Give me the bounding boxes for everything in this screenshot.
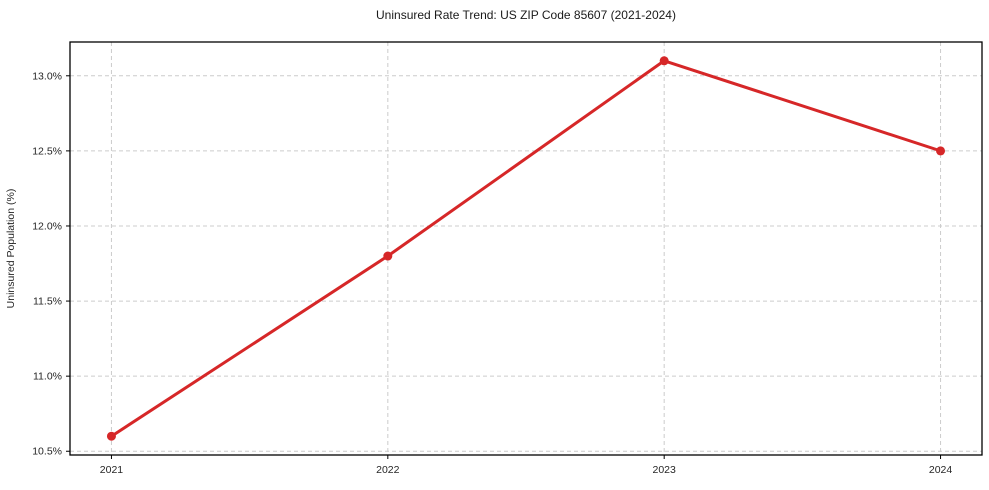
plot-border [69, 41, 983, 456]
data-point-marker [936, 146, 946, 156]
y-tick-label: 12.0% [32, 220, 62, 232]
y-tick-label: 11.5% [33, 296, 62, 308]
y-tick-label: 11.0% [33, 371, 62, 383]
chart-title: Uninsured Rate Trend: US ZIP Code 85607 … [376, 8, 676, 22]
y-tick-label: 13.0% [32, 70, 62, 82]
data-point-marker [383, 251, 393, 261]
y-tick-label: 12.5% [32, 145, 62, 157]
trend-line [109, 59, 943, 438]
x-tick-label: 2022 [376, 464, 400, 476]
data-point-marker [106, 431, 116, 441]
data-point-marker [659, 56, 669, 66]
x-tick-label: 2024 [929, 464, 953, 476]
y-tick-label: 10.5% [32, 446, 62, 458]
x-tick-label: 2021 [100, 464, 124, 476]
y-axis-label: Uninsured Population (%) [5, 189, 17, 309]
x-tick-label: 2023 [653, 464, 677, 476]
